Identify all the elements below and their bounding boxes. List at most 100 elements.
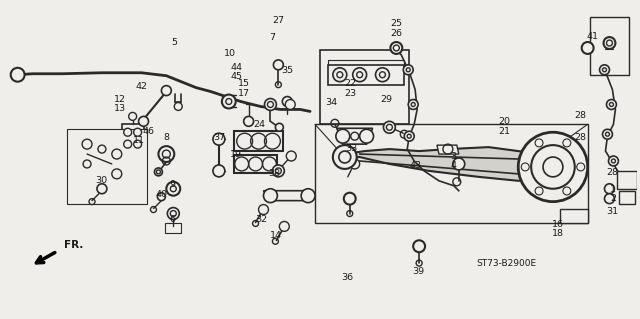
Text: 39: 39 — [412, 267, 424, 276]
Polygon shape — [618, 171, 637, 189]
Circle shape — [518, 132, 588, 202]
Text: 10: 10 — [224, 49, 236, 58]
Text: 17: 17 — [238, 89, 250, 98]
Text: 26: 26 — [390, 28, 402, 38]
Circle shape — [605, 194, 614, 204]
Text: 35: 35 — [281, 66, 293, 76]
Circle shape — [129, 112, 136, 120]
Text: 34: 34 — [325, 98, 337, 107]
Circle shape — [333, 145, 356, 169]
Circle shape — [161, 85, 172, 96]
Text: 38: 38 — [268, 169, 280, 178]
Circle shape — [154, 168, 163, 176]
Text: 18: 18 — [552, 229, 564, 238]
Text: 43: 43 — [409, 161, 421, 170]
Circle shape — [159, 146, 174, 162]
Circle shape — [604, 37, 616, 49]
Text: 11: 11 — [133, 136, 145, 145]
Text: 9: 9 — [170, 180, 176, 189]
Circle shape — [264, 99, 276, 110]
Circle shape — [531, 145, 575, 189]
Polygon shape — [122, 124, 143, 152]
Circle shape — [285, 100, 295, 109]
Polygon shape — [328, 65, 404, 85]
Circle shape — [83, 160, 91, 168]
Polygon shape — [340, 147, 563, 181]
Polygon shape — [437, 145, 459, 154]
Text: 22: 22 — [344, 79, 356, 88]
Text: 36: 36 — [341, 273, 353, 282]
Text: 19: 19 — [230, 150, 243, 159]
Circle shape — [134, 128, 141, 136]
Bar — [67, 129, 147, 204]
Text: 30: 30 — [95, 175, 107, 185]
Circle shape — [112, 149, 122, 159]
Text: 15: 15 — [238, 79, 250, 88]
Text: 14: 14 — [269, 231, 282, 240]
Polygon shape — [234, 131, 284, 151]
Circle shape — [157, 193, 165, 201]
Circle shape — [167, 208, 179, 219]
Text: 41: 41 — [587, 32, 599, 41]
Circle shape — [453, 158, 465, 170]
Circle shape — [353, 68, 367, 82]
Polygon shape — [234, 155, 277, 173]
Circle shape — [404, 131, 414, 141]
Circle shape — [98, 145, 106, 153]
Text: 25: 25 — [390, 19, 402, 28]
Circle shape — [286, 151, 296, 161]
Text: 20: 20 — [498, 117, 510, 126]
Text: 28: 28 — [606, 168, 618, 177]
Circle shape — [134, 140, 141, 148]
Text: 37: 37 — [214, 133, 226, 142]
Circle shape — [82, 139, 92, 149]
Bar — [165, 223, 181, 234]
Text: 45: 45 — [230, 72, 243, 81]
Circle shape — [112, 169, 122, 179]
Circle shape — [602, 129, 612, 139]
Circle shape — [609, 156, 618, 166]
Circle shape — [259, 204, 268, 214]
Circle shape — [124, 128, 132, 136]
Text: 44: 44 — [230, 63, 243, 72]
Circle shape — [349, 159, 360, 169]
Polygon shape — [264, 191, 310, 201]
Text: 27: 27 — [273, 17, 285, 26]
Text: 7: 7 — [269, 33, 275, 42]
Circle shape — [607, 100, 616, 109]
Text: 3: 3 — [450, 152, 456, 161]
Text: 1: 1 — [610, 185, 616, 194]
Circle shape — [605, 184, 614, 194]
Text: 42: 42 — [135, 82, 147, 91]
Text: 5: 5 — [171, 38, 177, 47]
Text: FR.: FR. — [64, 240, 84, 250]
Text: 2: 2 — [610, 194, 616, 203]
Text: 8: 8 — [163, 133, 170, 142]
Circle shape — [390, 42, 403, 54]
Circle shape — [413, 240, 425, 252]
Text: 40: 40 — [156, 190, 168, 199]
Text: 28: 28 — [574, 133, 586, 142]
Polygon shape — [560, 209, 588, 223]
Circle shape — [403, 65, 413, 75]
Circle shape — [301, 189, 315, 203]
Circle shape — [97, 184, 107, 194]
Circle shape — [336, 129, 349, 143]
Bar — [589, 17, 629, 75]
Circle shape — [264, 189, 277, 203]
Text: 28: 28 — [574, 111, 586, 120]
Polygon shape — [620, 191, 636, 204]
Circle shape — [213, 133, 225, 145]
Text: 4: 4 — [450, 161, 456, 170]
Circle shape — [273, 165, 284, 177]
Circle shape — [139, 116, 148, 126]
Circle shape — [582, 42, 593, 54]
Circle shape — [360, 129, 374, 143]
Circle shape — [383, 121, 396, 133]
Text: 24: 24 — [253, 120, 266, 129]
Text: 12: 12 — [114, 95, 126, 104]
Circle shape — [408, 100, 418, 109]
Polygon shape — [337, 128, 372, 144]
Circle shape — [213, 165, 225, 177]
Circle shape — [166, 182, 180, 196]
